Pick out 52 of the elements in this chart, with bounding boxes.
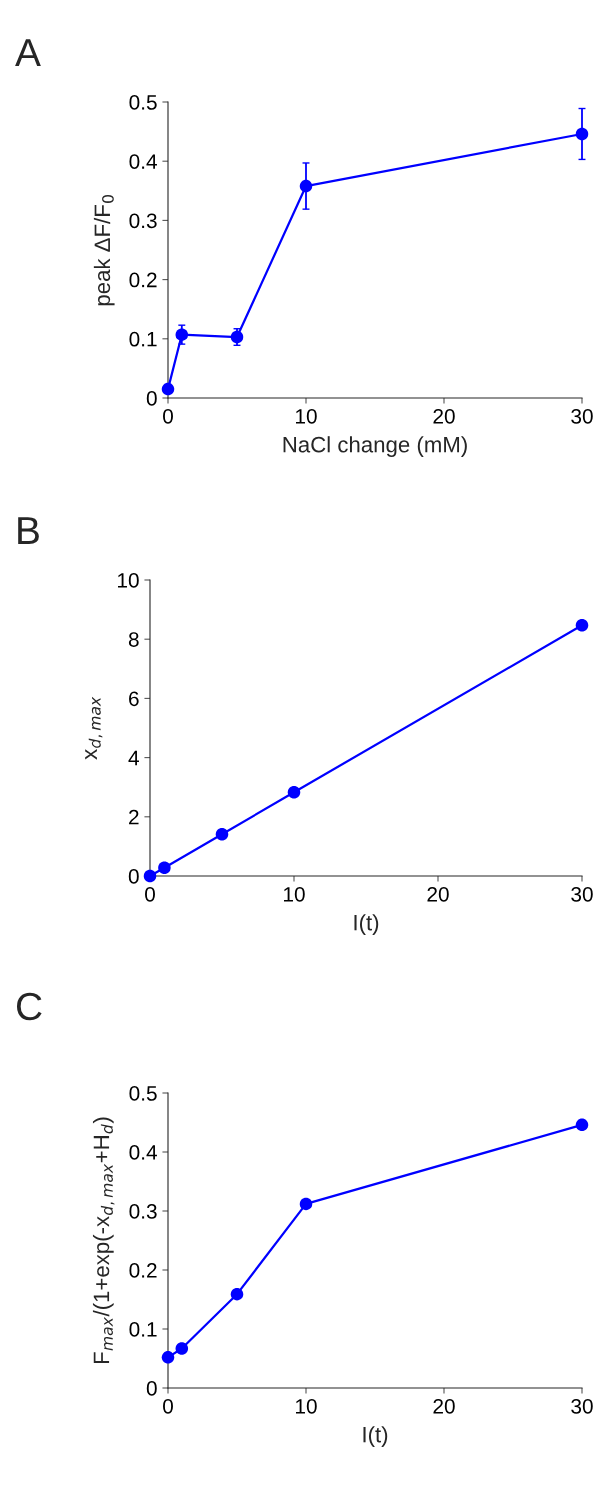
x-tick-label: 10 [296,408,317,424]
x-tick-label: 30 [571,1398,593,1414]
y-tick-label: 0 [128,869,139,884]
point [158,861,171,874]
x-axis-title: I(t) [363,1426,388,1447]
y-tick-label: 0.4 [129,154,157,169]
chart-title: A [15,39,41,66]
x-tick-label: 0 [163,408,173,424]
x-axis-title: NaCl change (mM) [283,436,467,457]
y-tick-label: 4 [128,750,139,766]
y-axis-title: F$_{max}$/(1+exp(-x$_{d,max}$+H$_{d}$) [92,1117,115,1364]
point [175,1342,189,1355]
y-tick-label: 8 [128,632,139,647]
y-tick-label: 0.5 [129,1086,157,1101]
point [299,1197,313,1211]
y-tick-label: 0 [146,391,157,406]
point [575,127,589,141]
x-tick-label: 30 [571,886,593,902]
x-tick-label: 10 [296,1398,317,1414]
y-tick-label: 0.1 [129,1322,157,1337]
x-tick-label: 20 [433,1398,455,1414]
point [230,1287,244,1301]
y-tick-label: 0.5 [129,95,157,110]
point [299,179,313,193]
chart-title: B [18,517,39,544]
y-tick-label: 0.4 [129,1145,157,1160]
x-tick-label: 20 [433,408,455,424]
point [175,328,189,341]
y-tick-label: 0.2 [129,1263,157,1278]
x-axis-title: I(t) [354,914,379,935]
x-tick-label: 20 [427,886,449,902]
y-axis-title: x$_{d,max}$ [85,696,103,760]
point [575,1118,589,1132]
chart-title: C [16,992,42,1021]
point [161,382,175,396]
x-tick-label: 10 [284,886,305,902]
y-tick-label: 6 [129,691,139,707]
x-tick-label: 30 [571,408,593,424]
y-tick-label: 2 [129,809,139,825]
y-tick-label: 0 [146,1381,157,1396]
y-tick-label: 0.3 [129,213,157,229]
point [575,619,589,632]
x-tick-label: 0 [163,1398,173,1414]
y-tick-label: 10 [118,573,139,588]
y-tick-label: 0.2 [129,272,157,288]
point [215,828,229,841]
point [161,1351,175,1364]
y-tick-label: 0.1 [129,331,157,347]
point [287,785,301,799]
y-axis-title: peak ΔF/F$_{0}$ [93,195,115,306]
y-tick-label: 0.3 [129,1204,157,1219]
point [143,869,157,883]
